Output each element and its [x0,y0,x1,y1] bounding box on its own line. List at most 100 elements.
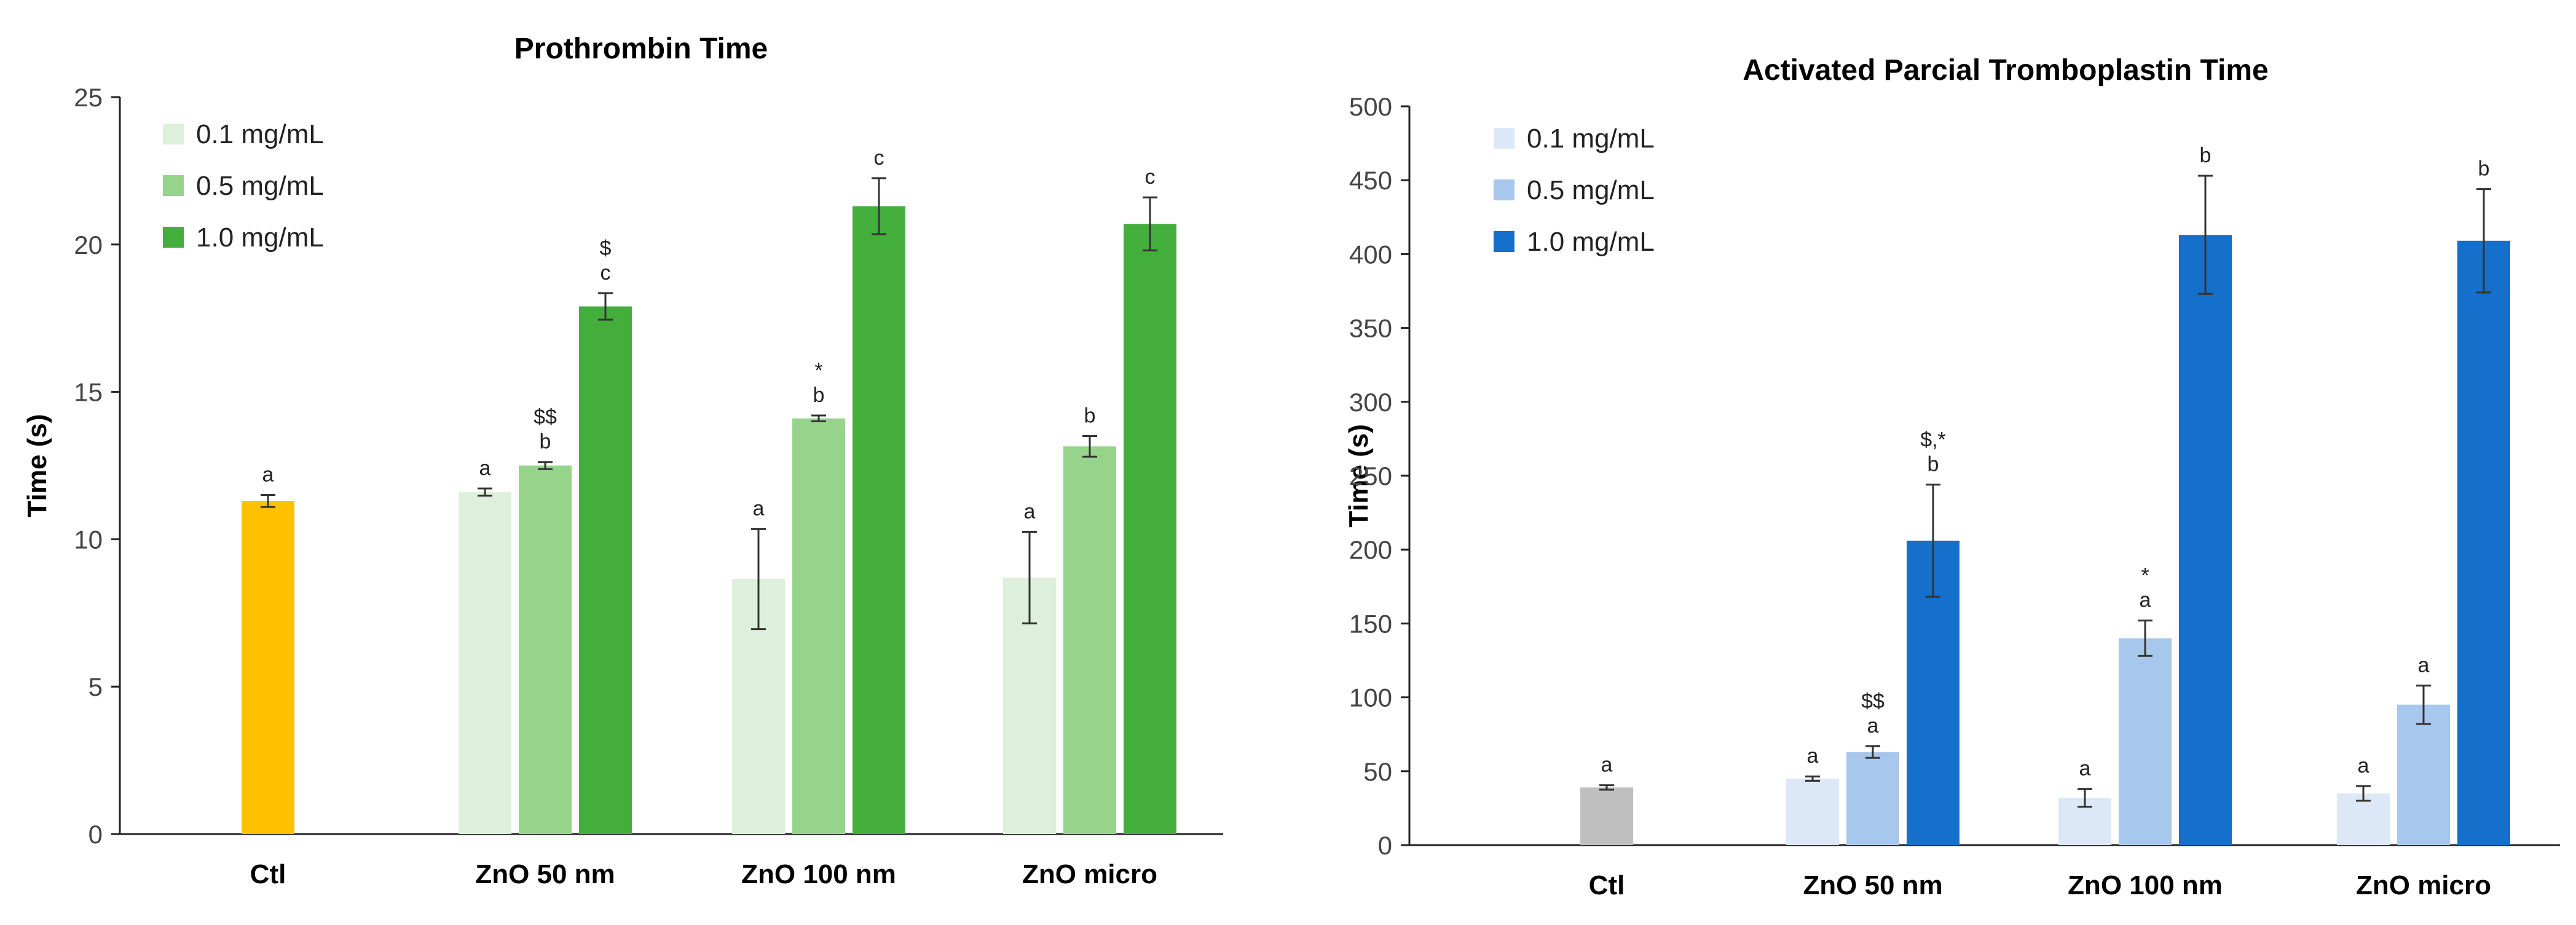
aptt-y-tick-label: 100 [1349,683,1392,712]
aptt-series1-cat3-error-bar [2356,785,2371,802]
pt-series1-cat3-annotation: a [1024,500,1036,523]
pt-y-tick-label: 25 [74,83,103,112]
aptt-series2-cat1-annotation: $$ [1861,690,1885,713]
aptt-series3-cat2-error-bar [2198,175,2213,295]
aptt-category-label: Ctl [1589,870,1625,900]
aptt-legend-label: 0.1 mg/mL [1527,124,1655,154]
pt-chart-title: Prothrombin Time [514,33,768,65]
pt-series2-cat1-annotation: b [540,430,551,454]
aptt-series1-cat3-bar [2337,793,2390,845]
aptt-series1-cat2-error-bar [2078,788,2092,808]
aptt-series2-cat2-bar [2119,638,2172,845]
pt-category-label: ZnO micro [1022,859,1157,889]
pt-legend-swatch [163,227,184,248]
pt-series3-cat1-annotation: c [601,261,611,285]
pt-legend-swatch [163,175,184,196]
aptt-series3-cat2-annotation: b [2200,144,2212,167]
aptt-legend-item: 0.5 mg/mL [1494,175,1655,205]
aptt-category-label: ZnO 50 nm [1803,870,1942,900]
aptt-series3-cat3-annotation: b [2478,157,2490,181]
aptt-legend-item: 0.1 mg/mL [1494,124,1655,154]
aptt-series1-cat1-bar [1786,778,1839,845]
pt-series1-cat1-bar [459,492,511,834]
pt-ctl-error-bar [261,494,275,508]
pt-series3-cat2-bar [853,206,905,834]
pt-series3-cat2-error-bar [872,177,886,235]
aptt-legend-swatch [1494,231,1514,252]
aptt-legend-swatch [1494,128,1514,149]
aptt-series2-cat2-annotation: * [2141,564,2149,588]
pt-y-axis-label: Time (s) [22,414,52,518]
pt-series1-cat2-annotation: a [753,497,765,521]
aptt-series3-cat1-error-bar [1926,483,1940,598]
pt-series3-cat2-annotation: c [874,146,884,170]
pt-y-tick-label: 15 [74,378,103,407]
aptt-series3-cat1-annotation: $,* [1920,428,1946,451]
aptt-series2-cat2-error-bar [2138,620,2153,657]
aptt-y-tick-label: 200 [1349,535,1392,564]
aptt-chart-title: Activated Parcial Tromboplastin Time [1743,54,2268,87]
aptt-ctl-error-bar [1599,784,1614,791]
aptt-series1-cat2-annotation: a [2079,757,2091,781]
pt-category-label: ZnO 50 nm [475,859,615,889]
pt-series3-cat1-bar [579,306,632,834]
aptt-series1-cat1-error-bar [1805,775,1820,782]
pt-series1-cat1-error-bar [478,487,492,497]
aptt-series2-cat1-bar [1846,752,1899,845]
aptt-y-tick-label: 0 [1378,831,1392,860]
pt-legend-label: 1.0 mg/mL [196,222,324,253]
pt-y-tick-label: 0 [89,820,103,849]
pt-series3-cat3-error-bar [1143,196,1157,251]
pt-y-tick-label: 5 [89,672,103,701]
pt-series3-cat3-bar [1124,224,1176,834]
pt-legend-item: 1.0 mg/mL [163,222,324,253]
aptt-y-axis-label: Time (s) [1344,424,1374,527]
pt-series2-cat3-error-bar [1082,435,1097,458]
aptt-y-tick-label: 500 [1349,92,1392,121]
pt-legend-label: 0.5 mg/mL [196,171,324,201]
aptt-chart: Activated Parcial Tromboplastin Time Time… [1344,54,2560,900]
pt-series2-cat2-bar [792,418,845,834]
pt-series2-cat3-annotation: b [1084,404,1096,428]
pt-legend-swatch [163,124,184,144]
aptt-y-tick-label: 400 [1349,240,1392,269]
aptt-y-tick-label: 50 [1363,757,1392,786]
aptt-ctl-annotation: a [1601,754,1613,777]
aptt-y-tick-label: 300 [1349,388,1392,417]
pt-series3-cat1-annotation: $ [600,237,612,260]
aptt-y-tick-label: 350 [1349,314,1392,343]
aptt-series2-cat3-bar [2397,704,2450,845]
pt-series3-cat3-annotation: c [1145,165,1156,189]
pt-ctl-bar [242,501,294,834]
aptt-series2-cat3-annotation: a [2418,653,2430,677]
pt-category-label: ZnO 100 nm [741,859,896,889]
aptt-series1-cat1-annotation: a [1807,744,1819,768]
pt-legend-item: 0.5 mg/mL [163,171,324,201]
aptt-series3-cat3-error-bar [2476,188,2491,294]
aptt-category-label: ZnO micro [2356,870,2491,900]
aptt-legend-swatch [1494,179,1514,200]
aptt-y-tick-label: 250 [1349,462,1392,490]
pt-series2-cat3-bar [1063,446,1116,834]
pt-category-label: Ctl [250,859,286,889]
pt-ctl-annotation: a [262,463,274,486]
aptt-y-tick-label: 150 [1349,609,1392,638]
aptt-series2-cat3-error-bar [2416,684,2431,725]
pt-series2-cat2-annotation: * [814,359,822,382]
prothrombin-time-chart: Prothrombin Time Time (s) 0 5 10 15 20 25 Ctl ZnO… [22,33,1223,889]
aptt-series3-cat3-bar [2457,240,2510,845]
pt-y-tick-label: 10 [74,525,103,554]
aptt-series2-cat1-error-bar [1865,745,1880,759]
pt-series2-cat2-annotation: b [813,384,825,407]
pt-y-tick-label: 20 [74,230,103,259]
pt-legend-label: 0.1 mg/mL [196,119,324,149]
aptt-legend-label: 0.5 mg/mL [1527,175,1655,205]
pt-series2-cat2-error-bar [811,414,826,423]
aptt-series3-cat1-annotation: b [1928,452,1939,476]
pt-series3-cat1-error-bar [598,292,613,321]
pt-series1-cat1-annotation: a [479,457,491,480]
pt-series2-cat1-annotation: $$ [534,406,557,429]
aptt-y-tick-label: 450 [1349,166,1392,195]
pt-legend-item: 0.1 mg/mL [163,119,324,149]
